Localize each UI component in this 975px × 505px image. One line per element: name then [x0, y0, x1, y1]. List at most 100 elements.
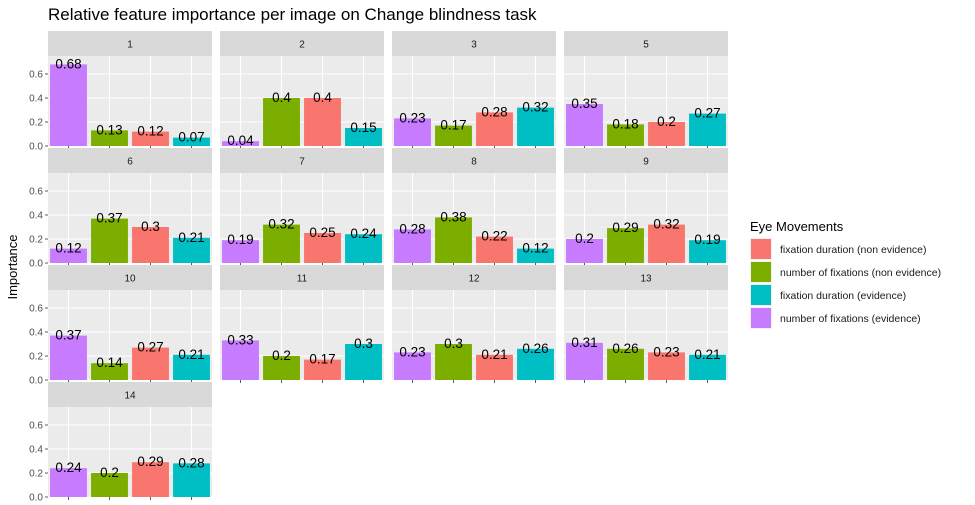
data-label: 0.13 — [96, 122, 122, 137]
data-label: 0.37 — [96, 211, 122, 226]
y-tick-label: 0.2 — [29, 469, 43, 480]
data-label: 0.23 — [653, 344, 679, 359]
facet-panel: 5 0.35 0.18 0.2 0.27 — [564, 31, 728, 149]
y-tick-label: 0.4 — [29, 445, 43, 456]
facet-panel: 12 0.23 0.3 0.21 0.26 — [392, 265, 556, 383]
data-label: 0.19 — [694, 232, 720, 247]
facet-panel: 9 0.2 0.29 0.32 0.19 — [564, 148, 728, 266]
bar — [476, 112, 513, 146]
data-label: 0.26 — [522, 341, 548, 356]
bar — [648, 122, 685, 146]
bar — [476, 236, 513, 263]
facet-panel: 10 0.0 0.2 0.4 0.6 0.37 0.14 0.27 0.21 — [29, 265, 212, 387]
y-tick-label: 0.0 — [29, 142, 43, 153]
facet-strip — [220, 31, 384, 56]
bar — [222, 141, 259, 146]
bar — [566, 104, 603, 146]
facet-strip — [220, 265, 384, 290]
legend-label: fixation duration (non evidence) — [780, 244, 927, 256]
data-label: 0.12 — [55, 241, 81, 256]
data-label: 0.68 — [55, 56, 81, 71]
facet-panel: 2 0.04 0.4 0.4 0.15 — [220, 31, 384, 149]
bar — [173, 137, 210, 146]
bar — [566, 342, 603, 380]
facet-strip-label: 6 — [127, 157, 133, 168]
data-label: 0.3 — [444, 336, 463, 351]
legend-label: fixation duration (evidence) — [780, 290, 906, 302]
bar — [132, 131, 169, 146]
facet-strip — [564, 265, 728, 290]
y-tick-label: 0.6 — [29, 187, 43, 198]
data-label: 0.4 — [313, 90, 332, 105]
y-tick-label: 0.4 — [29, 328, 43, 339]
facet-panel: 6 0.0 0.2 0.4 0.6 0.12 0.37 0.3 0.21 — [29, 148, 212, 270]
data-label: 0.2 — [272, 348, 291, 363]
facet-panel: 11 0.33 0.2 0.17 0.3 — [220, 265, 384, 383]
bar — [50, 64, 87, 146]
facet-strip — [48, 31, 212, 56]
legend-swatch — [751, 308, 771, 328]
data-label: 0.12 — [522, 241, 548, 256]
bar — [91, 363, 128, 380]
bar — [607, 228, 644, 263]
bar — [517, 248, 554, 263]
legend-label: number of fixations (evidence) — [780, 313, 921, 325]
facet-strip-label: 14 — [124, 391, 136, 402]
facet-strip — [392, 148, 556, 173]
data-label: 0.23 — [399, 110, 425, 125]
bar — [263, 356, 300, 380]
facet-strip — [220, 148, 384, 173]
bar — [50, 335, 87, 380]
data-label: 0.12 — [137, 124, 163, 139]
bar — [345, 128, 382, 146]
bar — [222, 240, 259, 263]
legend-title: Eye Movements — [750, 219, 844, 234]
bar — [263, 98, 300, 146]
y-tick-label: 0.6 — [29, 421, 43, 432]
bar — [394, 229, 431, 263]
facet-panel: 13 0.31 0.26 0.23 0.21 — [564, 265, 728, 383]
facet-strip-label: 9 — [643, 157, 649, 168]
facet-strip-label: 2 — [299, 40, 305, 51]
bar — [648, 352, 685, 380]
facet-strip-label: 12 — [468, 274, 480, 285]
y-tick-label: 0.2 — [29, 352, 43, 363]
bar — [689, 354, 726, 380]
data-label: 0.28 — [178, 455, 204, 470]
bar — [132, 347, 169, 380]
legend-swatch — [751, 239, 771, 259]
bar — [648, 224, 685, 263]
data-label: 0.31 — [571, 335, 597, 350]
facet-strip — [392, 31, 556, 56]
data-label: 0.18 — [612, 116, 638, 131]
facet-strip-label: 13 — [640, 274, 652, 285]
y-tick-label: 0.2 — [29, 118, 43, 129]
bar — [50, 248, 87, 263]
bar — [91, 130, 128, 146]
data-label: 0.37 — [55, 328, 81, 343]
facet-strip-label: 11 — [297, 274, 308, 285]
data-label: 0.32 — [653, 217, 679, 232]
data-label: 0.35 — [571, 96, 597, 111]
facet-strip-label: 3 — [471, 40, 477, 51]
bar — [50, 468, 87, 497]
bar — [173, 354, 210, 380]
data-label: 0.04 — [227, 133, 254, 148]
data-label: 0.29 — [137, 454, 163, 469]
legend-label: number of fixations (non evidence) — [780, 267, 941, 279]
data-label: 0.2 — [100, 465, 119, 480]
data-label: 0.32 — [268, 217, 294, 232]
facet-strip — [48, 148, 212, 173]
facet-panel: 3 0.23 0.17 0.28 0.32 — [392, 31, 556, 149]
data-label: 0.28 — [481, 104, 507, 119]
data-label: 0.27 — [137, 340, 163, 355]
legend-items: fixation duration (non evidence) number o… — [750, 238, 941, 329]
data-label: 0.38 — [440, 209, 466, 224]
data-label: 0.21 — [178, 347, 204, 362]
y-tick-label: 0.4 — [29, 211, 43, 222]
bar — [173, 237, 210, 263]
y-tick-label: 0.4 — [29, 94, 43, 105]
data-label: 0.19 — [227, 232, 253, 247]
